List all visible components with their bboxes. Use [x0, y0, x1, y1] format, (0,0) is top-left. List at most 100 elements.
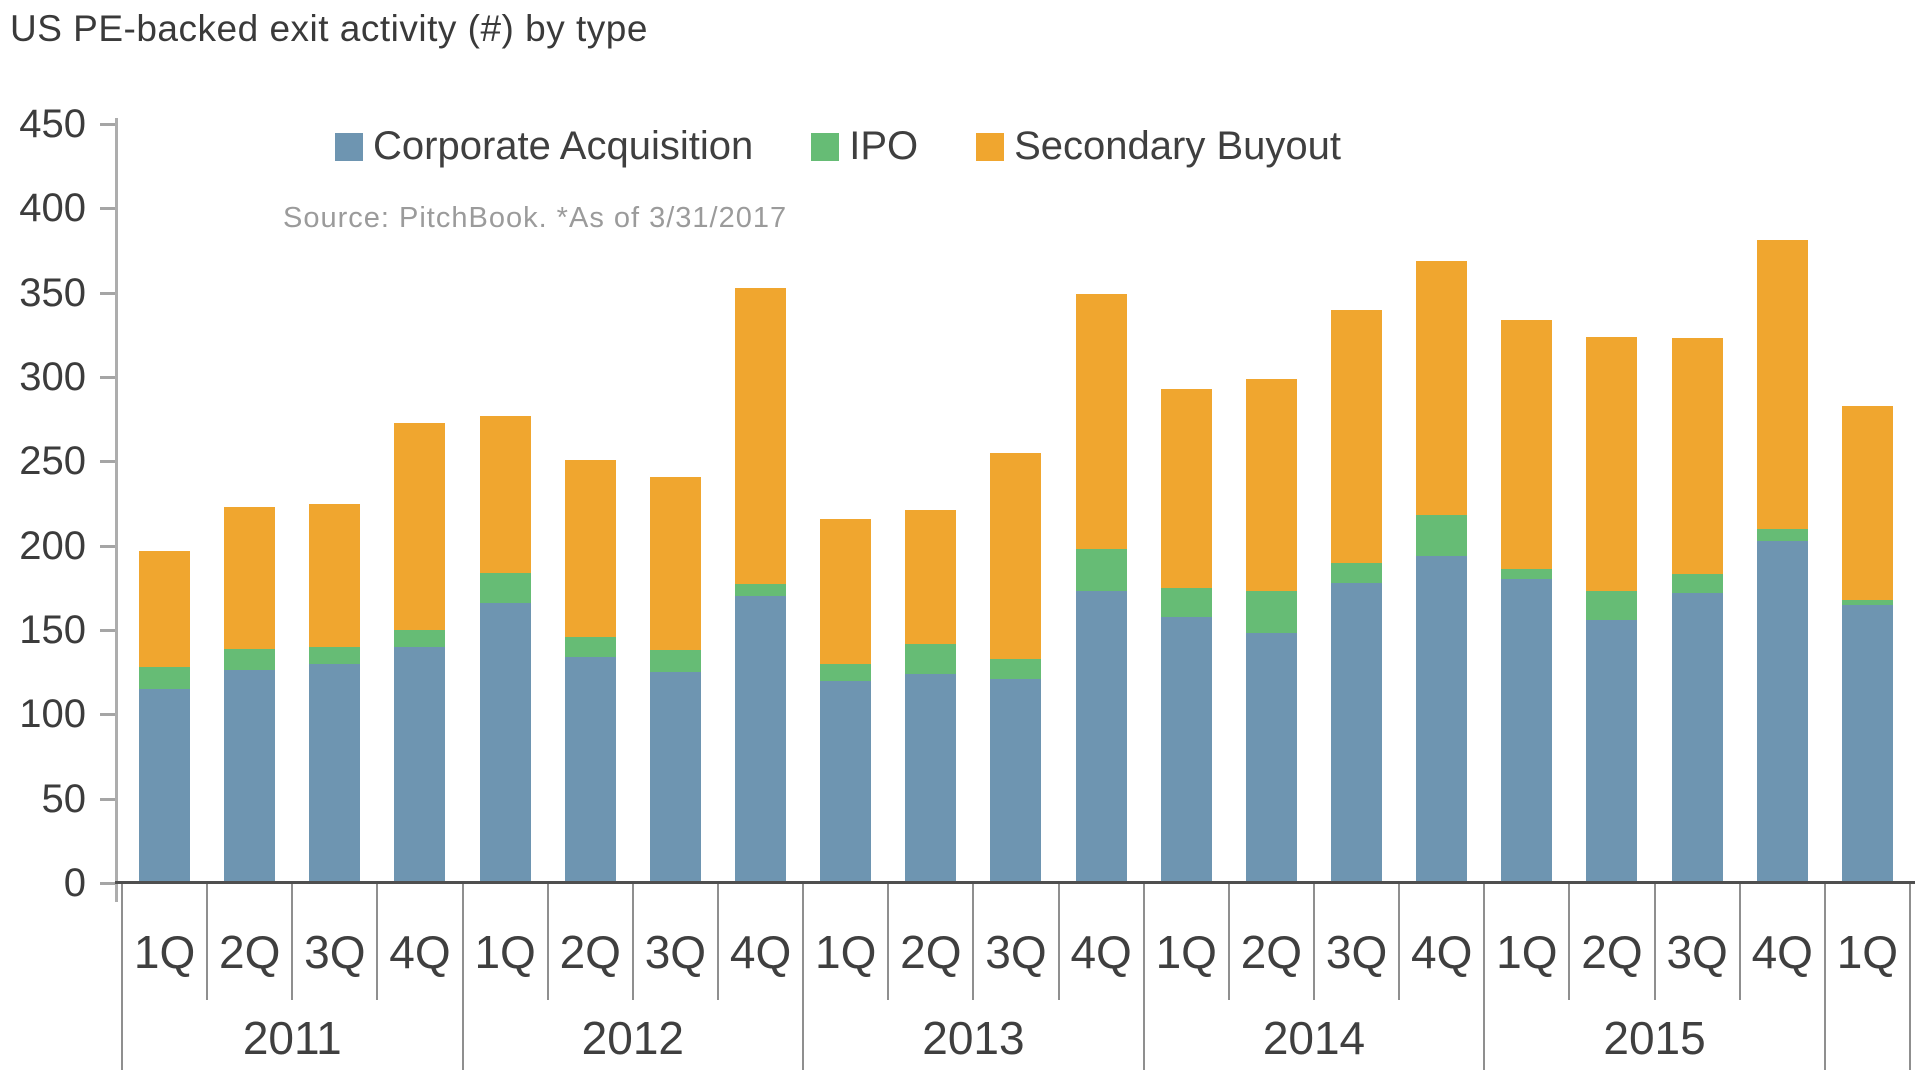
bar-3q-2011 — [309, 503, 361, 883]
bar-segment-secondary-buyout-1q-2015 — [1501, 319, 1553, 570]
x-axis-quarter-label: 3Q — [644, 926, 707, 978]
x-axis-line — [115, 881, 1915, 884]
quarter-divider — [1568, 884, 1571, 1000]
bar-segment-secondary-buyout-1q-2012 — [479, 415, 531, 573]
bar-slot-3q-2011 — [292, 124, 377, 883]
x-axis-quarter-label: 2Q — [559, 926, 621, 978]
bar-4q-2011 — [394, 422, 446, 883]
bar-1q-2014 — [1160, 388, 1212, 883]
bar-slot-1q-2011 — [122, 124, 207, 883]
bar-segment-corporate-acquisition-3q-2015 — [1671, 592, 1723, 883]
bar-segment-corporate-acquisition-4q-2012 — [735, 596, 787, 883]
bar-segment-secondary-buyout-2q-2015 — [1586, 336, 1638, 592]
plot-area — [122, 124, 1910, 883]
bar-segment-ipo-1q-2015 — [1501, 569, 1553, 580]
legend-item-corporate-acquisition: Corporate Acquisition — [335, 124, 753, 169]
bar-2q-2012 — [564, 459, 616, 883]
bar-segment-corporate-acquisition-2q-2013 — [905, 673, 957, 883]
quarter-divider — [376, 884, 379, 1000]
bar-segment-corporate-acquisition-4q-2014 — [1416, 555, 1468, 883]
x-axis-quarter-label: 4Q — [1070, 926, 1132, 978]
legend: Corporate Acquisition IPO Secondary Buyout — [335, 124, 1341, 169]
bar-segment-ipo-1q-2011 — [139, 667, 191, 690]
bar-segment-ipo-2q-2012 — [564, 636, 616, 657]
bar-3q-2015 — [1671, 338, 1723, 883]
bar-segment-ipo-1q-2014 — [1160, 587, 1212, 617]
bar-segment-secondary-buyout-3q-2013 — [990, 452, 1042, 659]
quarter-divider — [972, 884, 975, 1000]
y-tick-mark — [100, 797, 116, 801]
y-tick-label-300: 300 — [19, 355, 86, 399]
quarter-divider — [546, 884, 549, 1000]
quarter-divider — [1398, 884, 1401, 1000]
bar-1q — [1841, 405, 1893, 883]
y-tick-label-450: 450 — [19, 102, 86, 146]
bar-4q-2012 — [735, 287, 787, 883]
bar-segment-secondary-buyout-2q-2014 — [1245, 378, 1297, 592]
x-axis-quarter-label: 1Q — [474, 926, 536, 978]
bar-slot-3q-2013 — [973, 124, 1058, 883]
legend-swatch-corporate-acquisition — [335, 132, 363, 161]
bar-slot-3q-2015 — [1655, 124, 1740, 883]
x-axis-quarter-label: 1Q — [1496, 926, 1558, 978]
year-divider — [1142, 884, 1145, 1070]
bar-segment-corporate-acquisition-3q-2011 — [309, 663, 361, 883]
bar-slot-3q-2014 — [1314, 124, 1399, 883]
legend-swatch-ipo — [811, 132, 840, 161]
bar-segment-ipo-1q-2012 — [479, 572, 531, 604]
bar-slot-2q-2011 — [207, 124, 292, 883]
bar-slot-4q-2014 — [1399, 124, 1484, 883]
x-axis-quarter-label: 1Q — [815, 926, 877, 978]
legend-item-secondary-buyout: Secondary Buyout — [976, 124, 1341, 169]
bar-segment-corporate-acquisition-3q-2014 — [1331, 582, 1383, 883]
bar-slot-1q-2015 — [1484, 124, 1569, 883]
y-tick-label-0: 0 — [63, 861, 86, 905]
legend-label: IPO — [849, 124, 919, 168]
bar-segment-corporate-acquisition-1q-2015 — [1501, 579, 1553, 883]
bar-segment-secondary-buyout-2q-2011 — [224, 506, 276, 649]
bar-segment-ipo-3q-2011 — [309, 646, 361, 664]
quarter-divider — [1313, 884, 1315, 1000]
y-tick-label-100: 100 — [19, 692, 86, 737]
year-divider — [1483, 884, 1486, 1070]
x-axis-quarter-label: 2Q — [1581, 926, 1643, 978]
x-axis-quarter-label: 3Q — [985, 926, 1047, 978]
bar-2q-2015 — [1586, 336, 1638, 883]
bar-segment-corporate-acquisition-1q-2014 — [1160, 616, 1212, 883]
bar-2q-2014 — [1245, 378, 1297, 883]
bar-slot-2q-2015 — [1569, 124, 1654, 883]
x-axis-year-label-2014: 2014 — [1262, 1012, 1366, 1064]
bar-segment-corporate-acquisition-1q-2013 — [820, 680, 872, 883]
bar-3q-2012 — [649, 476, 701, 883]
year-divider — [802, 884, 805, 1070]
bar-slot-4q-2011 — [377, 124, 462, 883]
x-axis-quarter-label: 2Q — [900, 926, 962, 978]
bar-1q-2015 — [1501, 319, 1553, 883]
bar-segment-ipo-4q-2015 — [1756, 528, 1808, 541]
bar-segment-corporate-acquisition-3q-2012 — [649, 672, 701, 883]
bar-slot-4q-2015 — [1740, 124, 1825, 883]
bar-segment-corporate-acquisition-2q-2011 — [224, 670, 276, 883]
year-divider — [1823, 884, 1826, 1070]
bar-segment-secondary-buyout-4q-2014 — [1416, 260, 1468, 516]
bar-segment-ipo-4q-2014 — [1416, 515, 1468, 556]
bar-segment-ipo-2q-2015 — [1586, 591, 1638, 620]
bar-segment-ipo-3q-2014 — [1331, 562, 1383, 583]
bar-segment-ipo-4q-2011 — [394, 630, 446, 647]
bar-segment-secondary-buyout-3q-2014 — [1331, 309, 1383, 563]
bar-segment-ipo-3q-2012 — [649, 650, 701, 673]
x-axis-quarter-label: 4Q — [1411, 926, 1473, 978]
bar-segment-secondary-buyout-4q-2011 — [394, 422, 446, 631]
bar-1q-2013 — [820, 518, 872, 883]
bar-segment-corporate-acquisition-4q-2013 — [1075, 591, 1127, 883]
quarter-divider — [1057, 884, 1060, 1000]
x-axis-quarter-label: 2Q — [1240, 926, 1303, 978]
bar-segment-ipo-3q-2013 — [990, 658, 1042, 679]
bar-segment-secondary-buyout-1q-2014 — [1160, 388, 1212, 588]
bar-slot-1q-2012 — [463, 124, 548, 883]
bar-slot-1q-2013 — [803, 124, 888, 883]
bar-segment-secondary-buyout-3q-2015 — [1671, 338, 1723, 575]
quarter-divider — [717, 884, 719, 1000]
bar-slot-2q-2012 — [548, 124, 633, 883]
